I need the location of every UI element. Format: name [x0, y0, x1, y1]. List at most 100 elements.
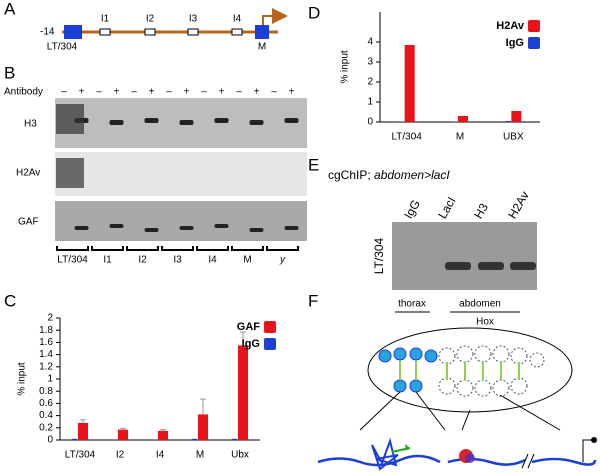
- bar: [511, 111, 522, 122]
- gene-label: Hox: [476, 317, 494, 328]
- right-label: M: [258, 42, 266, 53]
- antibody-sign: –: [61, 87, 67, 98]
- gel-band: [179, 120, 194, 125]
- element-label: I3: [189, 14, 198, 25]
- row-label: H2Av: [16, 168, 40, 179]
- bar: [118, 429, 128, 440]
- panel-label: D: [308, 3, 320, 22]
- y-tick-label: 0: [47, 435, 53, 446]
- y-tick-label: 1.6: [39, 337, 53, 348]
- antibody-sign: +: [114, 87, 120, 98]
- antibody-sign: –: [201, 87, 207, 98]
- antibody-sign: +: [79, 87, 85, 98]
- antibody-sign: +: [149, 87, 155, 98]
- title-text: abdomen>lacI: [374, 168, 450, 182]
- gel-band: [249, 120, 264, 125]
- error-bar: [160, 429, 166, 431]
- antibody-sign: –: [236, 87, 242, 98]
- antibody-sign: –: [96, 87, 102, 98]
- x-tick-label: I2: [116, 450, 125, 461]
- y-tick-label: 0.8: [39, 386, 53, 397]
- antibody-label: Antibody: [4, 87, 43, 98]
- legend-label: H2Av: [496, 20, 525, 32]
- gel-band: [214, 224, 229, 228]
- legend-swatch: [264, 338, 276, 350]
- lane-label: LacI: [435, 194, 458, 221]
- legend-label: IgG: [506, 37, 524, 49]
- error-bar: [240, 331, 246, 346]
- y-tick-label: 0.4: [39, 410, 53, 421]
- bar: [404, 45, 415, 122]
- x-tick-label: M: [456, 132, 464, 143]
- y-tick-label: 1.8: [39, 325, 53, 336]
- gel-band: [249, 228, 264, 232]
- gel-band: [179, 226, 194, 230]
- y-tick-label: 1.4: [39, 349, 53, 360]
- y-axis-label: % input: [17, 362, 28, 396]
- antibody-sign: –: [271, 87, 277, 98]
- panel-title: cgChIP; abdomen>lacI: [328, 168, 450, 182]
- legend-swatch: [264, 321, 276, 333]
- bar: [232, 438, 237, 440]
- y-tick-label: 0.2: [39, 422, 53, 433]
- lane-bracket: [231, 246, 264, 251]
- lane-label: I4: [208, 255, 217, 266]
- bar: [192, 438, 197, 440]
- x-tick-label: LT/304: [65, 450, 96, 461]
- x-tick-label: LT/304: [391, 132, 422, 143]
- y-tick-label: 3: [367, 57, 373, 68]
- legend-label: IgG: [242, 338, 260, 350]
- lane-label: M: [243, 255, 251, 266]
- y-tick-label: 1: [47, 374, 53, 385]
- bar: [238, 345, 248, 440]
- error-bar: [120, 427, 126, 430]
- legend-swatch: [528, 37, 540, 49]
- bar: [505, 121, 511, 122]
- x-tick-label: M: [196, 450, 204, 461]
- gel-band: [144, 228, 159, 232]
- gel-band: [109, 224, 124, 228]
- x-tick-label: Ubx: [231, 450, 249, 461]
- lane-label: I2: [138, 255, 147, 266]
- y-tick-label: 0.6: [39, 398, 53, 409]
- left-label: LT/304: [47, 42, 78, 53]
- lane-label: LT/304: [57, 255, 88, 266]
- y-tick-label: 1: [367, 97, 373, 108]
- gel-row: [55, 201, 307, 241]
- antibody-sign: –: [131, 87, 137, 98]
- panel-label: C: [4, 291, 16, 310]
- lane-label: I1: [103, 255, 112, 266]
- y-tick-label: 2: [367, 77, 373, 88]
- antibody-sign: +: [254, 87, 260, 98]
- bar: [158, 430, 168, 440]
- element-label: I1: [101, 14, 110, 25]
- model-diagram: thorax abdomen Hox: [317, 299, 597, 471]
- gel-band: [56, 158, 84, 188]
- antibody-sign: –: [166, 87, 172, 98]
- panel-label: A: [4, 0, 16, 18]
- lane-label: H2Av: [505, 189, 532, 221]
- antibody-sign: +: [219, 87, 225, 98]
- bar: [112, 439, 117, 440]
- row-label: GAF: [18, 217, 39, 228]
- lane-bracket: [266, 246, 299, 251]
- lane-label: I3: [173, 255, 182, 266]
- gel-band: [74, 226, 89, 230]
- element-label: I4: [233, 14, 242, 25]
- gel-band: [284, 118, 299, 123]
- lane-bracket: [56, 246, 89, 251]
- element-label: I2: [146, 14, 155, 25]
- y-tick-label: 4: [367, 37, 373, 48]
- lane-label: y: [279, 255, 286, 266]
- bar: [152, 439, 157, 440]
- row-label: LT/304: [372, 237, 386, 274]
- lane-bracket: [91, 246, 124, 251]
- y-tick-label: 1.2: [39, 361, 53, 372]
- title-text: cgChIP;: [328, 168, 374, 182]
- lane-label: H3: [471, 201, 491, 222]
- legend-swatch: [528, 20, 540, 32]
- legend-label: GAF: [237, 321, 261, 333]
- gel-row: [55, 152, 307, 196]
- gel-band: [144, 118, 159, 123]
- panel-label: E: [308, 155, 319, 174]
